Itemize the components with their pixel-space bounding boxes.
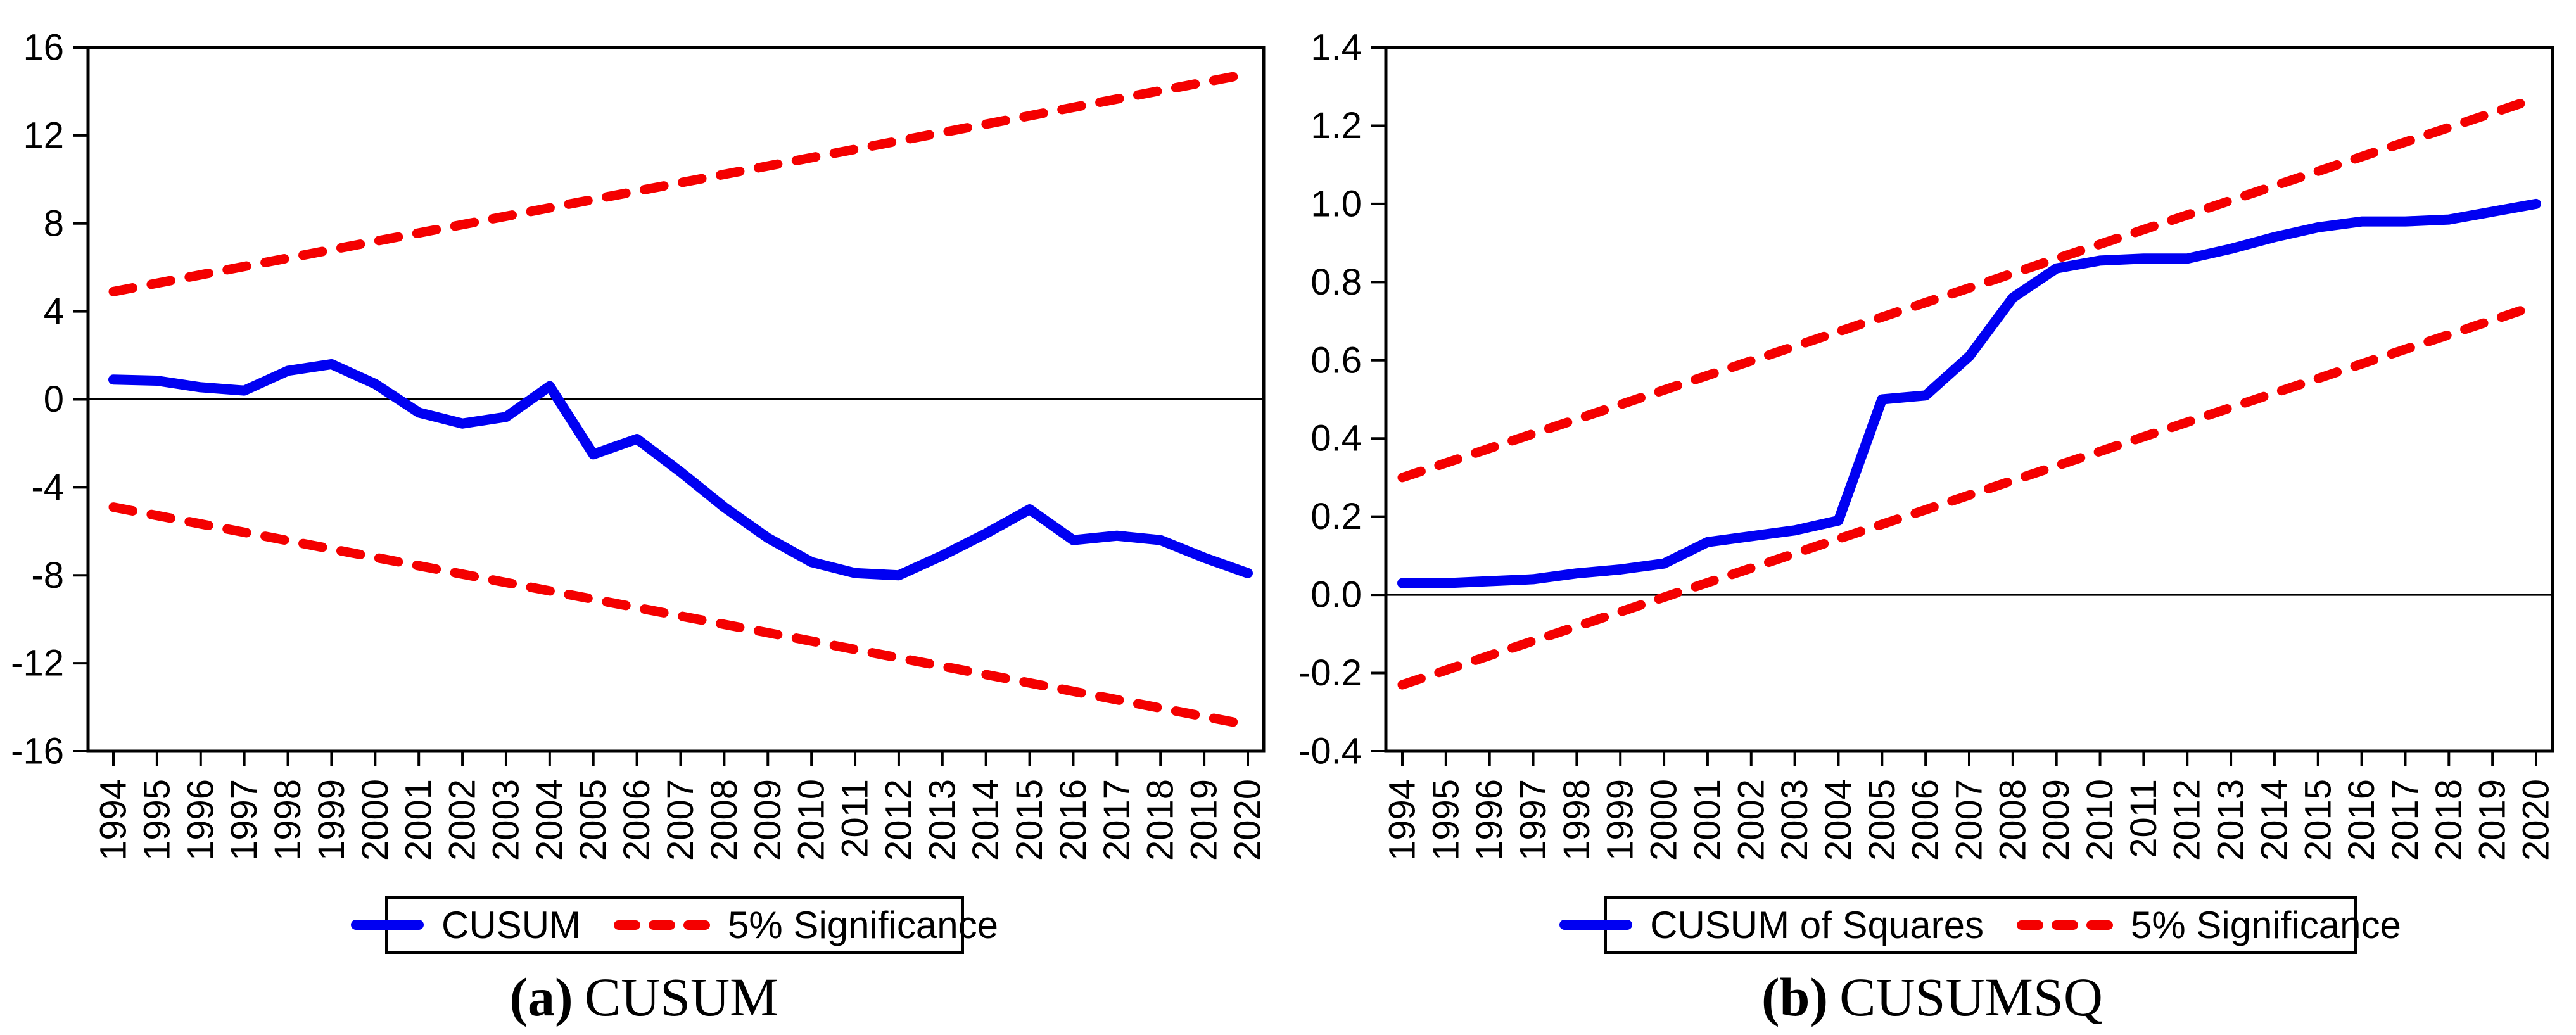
svg-text:1995: 1995 xyxy=(1425,779,1466,861)
svg-text:2010: 2010 xyxy=(791,779,832,861)
svg-text:0.0: 0.0 xyxy=(1310,575,1362,616)
svg-text:2005: 2005 xyxy=(1862,779,1903,861)
red-dashed-line-icon xyxy=(614,920,711,930)
svg-text:2019: 2019 xyxy=(2472,779,2513,861)
svg-text:-12: -12 xyxy=(11,643,64,684)
svg-text:2004: 2004 xyxy=(529,779,570,861)
svg-text:4: 4 xyxy=(44,291,64,332)
svg-text:1.0: 1.0 xyxy=(1310,183,1362,224)
svg-text:2014: 2014 xyxy=(965,779,1006,861)
svg-text:2006: 2006 xyxy=(1905,779,1946,861)
svg-text:1998: 1998 xyxy=(267,779,308,861)
cusum-legend: CUSUM 5% Significance xyxy=(351,896,998,954)
caption-marker: (a) xyxy=(509,967,573,1027)
svg-text:2014: 2014 xyxy=(2254,779,2295,861)
svg-text:1997: 1997 xyxy=(1513,779,1554,861)
panel-b-caption: (b) CUSUMSQ xyxy=(1288,965,2576,1029)
svg-text:2016: 2016 xyxy=(1053,779,1094,861)
svg-text:2013: 2013 xyxy=(2211,779,2252,861)
svg-text:2009: 2009 xyxy=(2036,779,2077,861)
svg-text:2005: 2005 xyxy=(573,779,614,861)
svg-text:2000: 2000 xyxy=(355,779,396,861)
svg-text:2011: 2011 xyxy=(835,779,876,858)
svg-text:2012: 2012 xyxy=(2167,779,2208,861)
svg-text:2020: 2020 xyxy=(1228,779,1269,861)
svg-text:1.4: 1.4 xyxy=(1310,27,1362,68)
svg-text:2015: 2015 xyxy=(2297,779,2338,861)
legend-label: CUSUM xyxy=(441,903,581,946)
blue-solid-line-icon xyxy=(351,920,424,930)
svg-text:2001: 2001 xyxy=(1687,779,1728,861)
svg-text:2013: 2013 xyxy=(922,779,963,861)
svg-text:2003: 2003 xyxy=(485,779,526,861)
svg-text:1994: 1994 xyxy=(1382,779,1423,861)
panel-a-caption: (a) CUSUM xyxy=(0,965,1288,1029)
svg-text:2019: 2019 xyxy=(1184,779,1225,861)
svg-text:8: 8 xyxy=(44,203,64,244)
svg-text:1995: 1995 xyxy=(136,779,177,861)
svg-text:2008: 2008 xyxy=(1992,779,2033,861)
svg-text:2009: 2009 xyxy=(747,779,789,861)
svg-text:0: 0 xyxy=(44,379,64,420)
svg-text:2003: 2003 xyxy=(1774,779,1815,861)
svg-text:1999: 1999 xyxy=(311,779,352,861)
svg-text:2018: 2018 xyxy=(2428,779,2470,861)
legend-label: 5% Significance xyxy=(2130,903,2401,946)
svg-text:1994: 1994 xyxy=(93,779,134,861)
legend-label: 5% Significance xyxy=(728,903,998,946)
svg-text:2015: 2015 xyxy=(1009,779,1050,861)
cusumsq-panel: 1.4 1.2 1.0 0.8 0.6 0.4 0.2 0.0 -0.2 -0.4 1994 1995… xyxy=(1288,0,2576,1035)
svg-text:2001: 2001 xyxy=(398,779,440,861)
svg-text:-0.2: -0.2 xyxy=(1298,652,1362,694)
svg-text:2012: 2012 xyxy=(878,779,919,861)
svg-text:0.8: 0.8 xyxy=(1310,262,1362,303)
caption-marker: (b) xyxy=(1761,967,1829,1027)
svg-text:2007: 2007 xyxy=(660,779,701,861)
svg-text:-16: -16 xyxy=(11,731,64,772)
svg-text:1998: 1998 xyxy=(1556,779,1597,861)
svg-text:1996: 1996 xyxy=(1469,779,1510,861)
svg-text:2016: 2016 xyxy=(2341,779,2382,861)
caption-text: CUSUMSQ xyxy=(1839,967,2103,1027)
svg-text:2010: 2010 xyxy=(2079,779,2121,861)
svg-text:-0.4: -0.4 xyxy=(1298,731,1362,772)
svg-text:16: 16 xyxy=(23,27,64,68)
legend-entry-significance: 5% Significance xyxy=(2016,903,2401,947)
svg-text:2006: 2006 xyxy=(616,779,657,861)
blue-solid-line-icon xyxy=(1559,920,1633,930)
svg-text:2020: 2020 xyxy=(2516,779,2557,861)
svg-text:2011: 2011 xyxy=(2123,779,2164,858)
svg-text:2017: 2017 xyxy=(1096,779,1138,861)
cusum-chart-canvas: 16 12 8 4 0 -4 -8 -12 -16 1994 1995 1996 1997 1998 199… xyxy=(11,27,1269,861)
svg-text:0.2: 0.2 xyxy=(1310,496,1362,537)
legend-entry-cusum: CUSUM xyxy=(351,903,581,947)
svg-text:0.4: 0.4 xyxy=(1310,418,1362,459)
svg-text:0.6: 0.6 xyxy=(1310,340,1362,381)
svg-text:2018: 2018 xyxy=(1140,779,1181,861)
legend-entry-cusum-of-squares: CUSUM of Squares xyxy=(1559,903,1984,947)
svg-text:2017: 2017 xyxy=(2385,779,2426,861)
svg-text:2002: 2002 xyxy=(442,779,483,861)
svg-text:2002: 2002 xyxy=(1730,779,1772,861)
svg-text:2004: 2004 xyxy=(1818,779,1859,861)
svg-text:2007: 2007 xyxy=(1949,779,1990,861)
svg-text:1999: 1999 xyxy=(1600,779,1641,861)
legend-entry-significance: 5% Significance xyxy=(614,903,998,947)
cusum-panel: 16 12 8 4 0 -4 -8 -12 -16 1994 1995 1996 1997 1998 199… xyxy=(0,27,1288,1029)
svg-text:12: 12 xyxy=(23,115,64,156)
legend-label: CUSUM of Squares xyxy=(1650,903,1984,946)
svg-text:-4: -4 xyxy=(31,467,64,508)
cusumsq-legend: CUSUM of Squares 5% Significance xyxy=(1559,896,2401,954)
svg-text:2008: 2008 xyxy=(704,779,745,861)
svg-text:2000: 2000 xyxy=(1644,779,1685,861)
svg-text:1997: 1997 xyxy=(224,779,265,861)
red-dashed-line-icon xyxy=(2016,920,2113,930)
svg-text:-8: -8 xyxy=(31,555,64,596)
caption-text: CUSUM xyxy=(584,967,778,1027)
svg-text:1996: 1996 xyxy=(180,779,221,861)
cusumsq-chart-canvas: 1.4 1.2 1.0 0.8 0.6 0.4 0.2 0.0 -0.2 -0.4 1994 1995… xyxy=(1298,27,2557,861)
svg-text:1.2: 1.2 xyxy=(1310,105,1362,146)
